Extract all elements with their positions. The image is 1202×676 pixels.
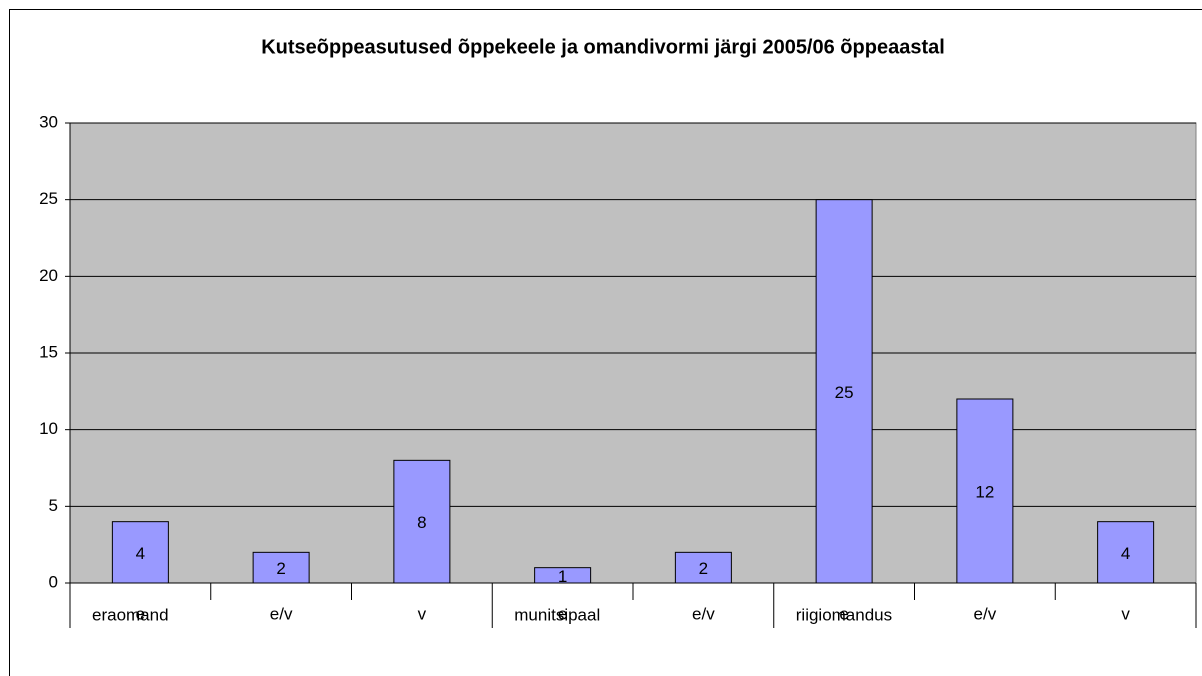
bar	[1097, 521, 1155, 584]
data-label: 1	[558, 567, 567, 586]
data-label: 4	[136, 544, 145, 563]
x-tick-label: v	[1121, 604, 1130, 623]
x-tick-label: e/v	[692, 604, 715, 623]
group-label: munitsipaal	[514, 605, 600, 624]
data-label: 2	[699, 559, 708, 578]
bar	[393, 459, 451, 584]
x-tick-label: e	[839, 604, 848, 623]
bar	[111, 521, 169, 584]
bar	[815, 199, 873, 584]
data-label: 25	[835, 383, 854, 402]
bar	[252, 551, 310, 584]
y-tick-label: 20	[39, 266, 58, 285]
bar	[674, 551, 732, 584]
bar	[534, 567, 592, 584]
data-label: 12	[975, 482, 994, 501]
group-label: eraomand	[92, 605, 169, 624]
y-tick-label: 30	[39, 112, 58, 131]
x-tick-label: e/v	[270, 604, 293, 623]
x-tick-label: e	[136, 604, 145, 623]
bar	[956, 398, 1014, 584]
x-tick-label: e/v	[974, 604, 997, 623]
group-label: riigiomandus	[796, 605, 892, 624]
y-tick-label: 10	[39, 419, 58, 438]
data-label: 4	[1121, 544, 1130, 563]
chart-title: Kutseõppeasutused õppekeele ja omandivor…	[261, 36, 945, 58]
y-tick-label: 15	[39, 342, 58, 361]
y-tick-label: 5	[49, 496, 58, 515]
data-label: 2	[276, 559, 285, 578]
y-tick-label: 25	[39, 189, 58, 208]
data-label: 8	[417, 513, 426, 532]
x-tick-label: v	[418, 604, 427, 623]
x-tick-label: e	[558, 604, 567, 623]
y-tick-label: 0	[49, 572, 58, 591]
